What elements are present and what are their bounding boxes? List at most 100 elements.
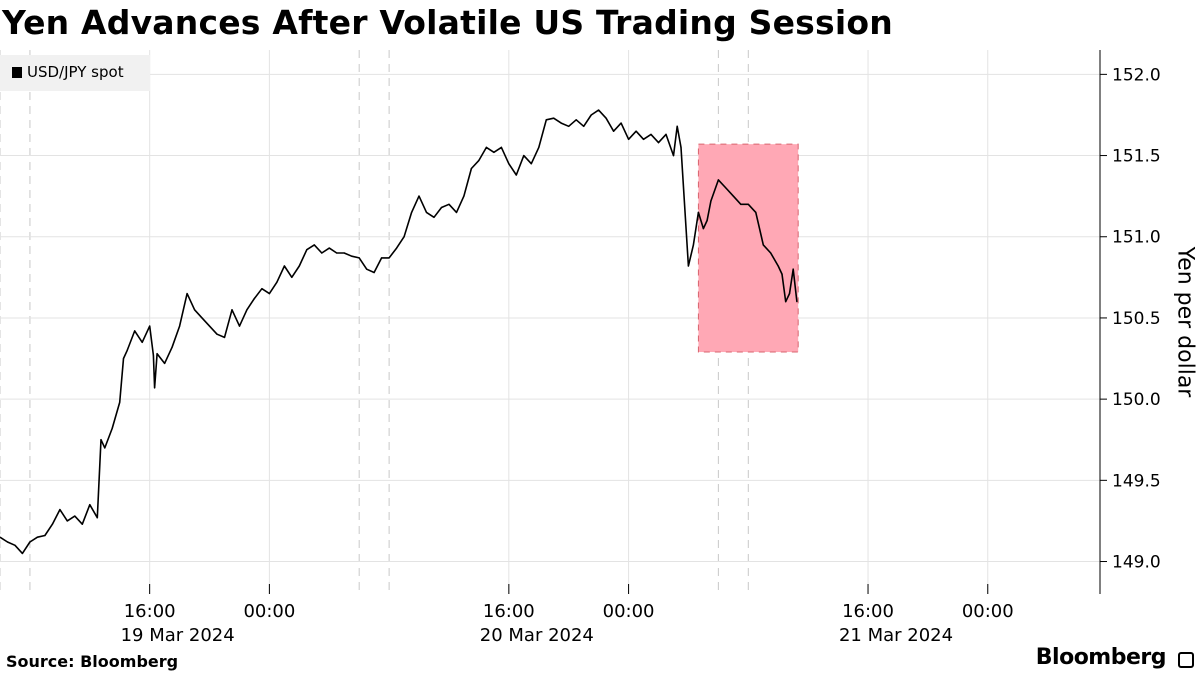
y-axis-label: Yen per dollar	[1172, 246, 1198, 398]
data-point	[642, 138, 645, 140]
data-point	[231, 309, 233, 311]
highlight-region	[697, 143, 799, 353]
data-point	[418, 195, 420, 197]
data-point	[154, 387, 156, 389]
data-point	[36, 536, 39, 538]
legend-swatch	[12, 67, 22, 78]
data-point	[268, 293, 270, 295]
data-point	[164, 362, 166, 364]
data-point	[343, 252, 345, 254]
data-point	[223, 336, 226, 338]
y-tick-label: 152.0	[1112, 65, 1161, 85]
data-point	[755, 211, 757, 213]
data-point	[680, 146, 682, 148]
data-point	[575, 119, 577, 121]
data-point	[796, 301, 798, 303]
data-point	[687, 265, 690, 267]
data-point	[119, 401, 121, 403]
x-tick-label: 16:00	[842, 601, 894, 622]
data-point	[448, 203, 450, 205]
brand-logo: Bloomberg	[1035, 645, 1167, 670]
data-point	[44, 534, 46, 537]
data-point	[201, 317, 203, 319]
data-point	[553, 117, 555, 119]
data-point	[635, 130, 637, 132]
x-tick-label: 00:00	[962, 601, 1014, 622]
data-point	[560, 122, 562, 124]
data-point	[194, 309, 196, 311]
data-point	[358, 257, 360, 259]
x-date-label: 20 Mar 2024	[480, 625, 594, 646]
data-point	[66, 520, 68, 522]
data-point	[702, 228, 705, 230]
data-point	[89, 504, 91, 506]
data-point	[396, 247, 398, 249]
data-point	[665, 133, 667, 135]
data-point	[6, 541, 9, 543]
data-point	[463, 195, 465, 197]
data-point	[171, 346, 173, 348]
data-point	[59, 509, 61, 511]
data-point	[313, 244, 315, 246]
x-date-label: 21 Mar 2024	[839, 625, 953, 646]
data-point	[500, 146, 502, 148]
horizontal-gridlines	[0, 73, 1100, 563]
x-tick-label: 16:00	[483, 601, 535, 622]
data-point	[692, 244, 695, 246]
data-point	[156, 353, 158, 355]
data-point	[388, 257, 390, 259]
data-point	[568, 125, 570, 127]
legend-label: USD/JPY spot	[27, 63, 124, 81]
chart-title: Yen Advances After Volatile US Trading S…	[2, 3, 893, 42]
data-point	[747, 203, 749, 205]
data-point	[96, 517, 98, 519]
y-ticks: 149.0 149.5 150.0 150.5 151.0 151.5 152.0	[1100, 65, 1161, 573]
data-point	[740, 203, 742, 205]
data-point	[508, 163, 510, 165]
data-point	[781, 273, 783, 275]
data-point	[328, 247, 330, 249]
brand-icon	[1178, 652, 1194, 668]
legend: USD/JPY spot	[0, 55, 150, 91]
data-point	[425, 211, 428, 213]
data-point	[81, 523, 83, 525]
highlight-layer	[697, 143, 799, 353]
data-point	[291, 276, 293, 278]
data-point	[788, 293, 791, 295]
data-point	[717, 179, 720, 181]
data-point	[598, 109, 600, 111]
data-point	[373, 271, 375, 274]
data-point	[246, 309, 248, 311]
source-note: Source: Bloomberg	[6, 652, 179, 671]
data-point	[590, 114, 592, 116]
data-point	[785, 301, 787, 303]
data-point	[672, 155, 675, 157]
data-point	[620, 122, 622, 124]
series-layer	[0, 109, 798, 555]
data-point	[122, 357, 125, 360]
y-tick-label: 150.5	[1112, 309, 1161, 329]
data-point	[485, 146, 487, 148]
x-tick-label: 00:00	[243, 601, 295, 622]
data-point	[628, 138, 630, 140]
data-point	[710, 200, 712, 202]
data-point	[530, 163, 532, 165]
data-point	[523, 155, 525, 157]
data-point	[657, 142, 660, 144]
data-point	[149, 325, 151, 327]
data-point	[141, 341, 143, 343]
data-point	[126, 349, 128, 351]
data-point	[493, 151, 495, 153]
data-point	[411, 211, 413, 213]
data-point	[74, 515, 76, 517]
data-point	[111, 427, 113, 429]
data-point	[261, 288, 263, 290]
data-point	[770, 252, 772, 254]
data-point	[762, 244, 764, 246]
x-tick-label: 16:00	[124, 601, 176, 622]
data-point	[276, 281, 278, 283]
data-point	[676, 125, 678, 127]
data-point	[538, 146, 540, 148]
data-point	[545, 119, 547, 121]
